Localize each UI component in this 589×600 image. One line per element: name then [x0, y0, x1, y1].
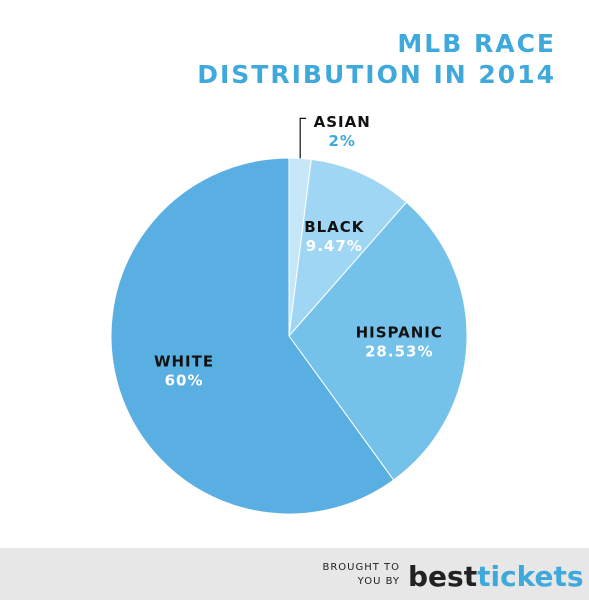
chart-title: DISTRIBUTION IN 2014 — [197, 60, 556, 89]
brand-best: best — [408, 560, 477, 593]
slice-label: HISPANIC — [356, 324, 443, 342]
slice-value-label: 28.53% — [365, 343, 433, 361]
brand-logo: besttickets — [408, 560, 584, 593]
slice-label: ASIAN — [314, 113, 371, 131]
pie-slice — [288, 201, 468, 481]
slice-value-label: 9.47% — [306, 237, 363, 255]
slice-label: BLACK — [304, 218, 365, 236]
pie-slice — [288, 158, 408, 338]
chart-title: MLB RACE — [397, 29, 556, 58]
brand-tickets: tickets — [477, 560, 584, 593]
slice-value-label: 2% — [328, 132, 355, 150]
footer-text: YOU BY — [357, 576, 400, 587]
slice-value-label: 60% — [165, 372, 204, 390]
footer-band — [0, 548, 589, 600]
footer-text: BROUGHT TO — [322, 562, 400, 573]
slice-label: WHITE — [154, 353, 214, 371]
leader-line — [299, 117, 307, 159]
pie-slice — [110, 157, 395, 515]
